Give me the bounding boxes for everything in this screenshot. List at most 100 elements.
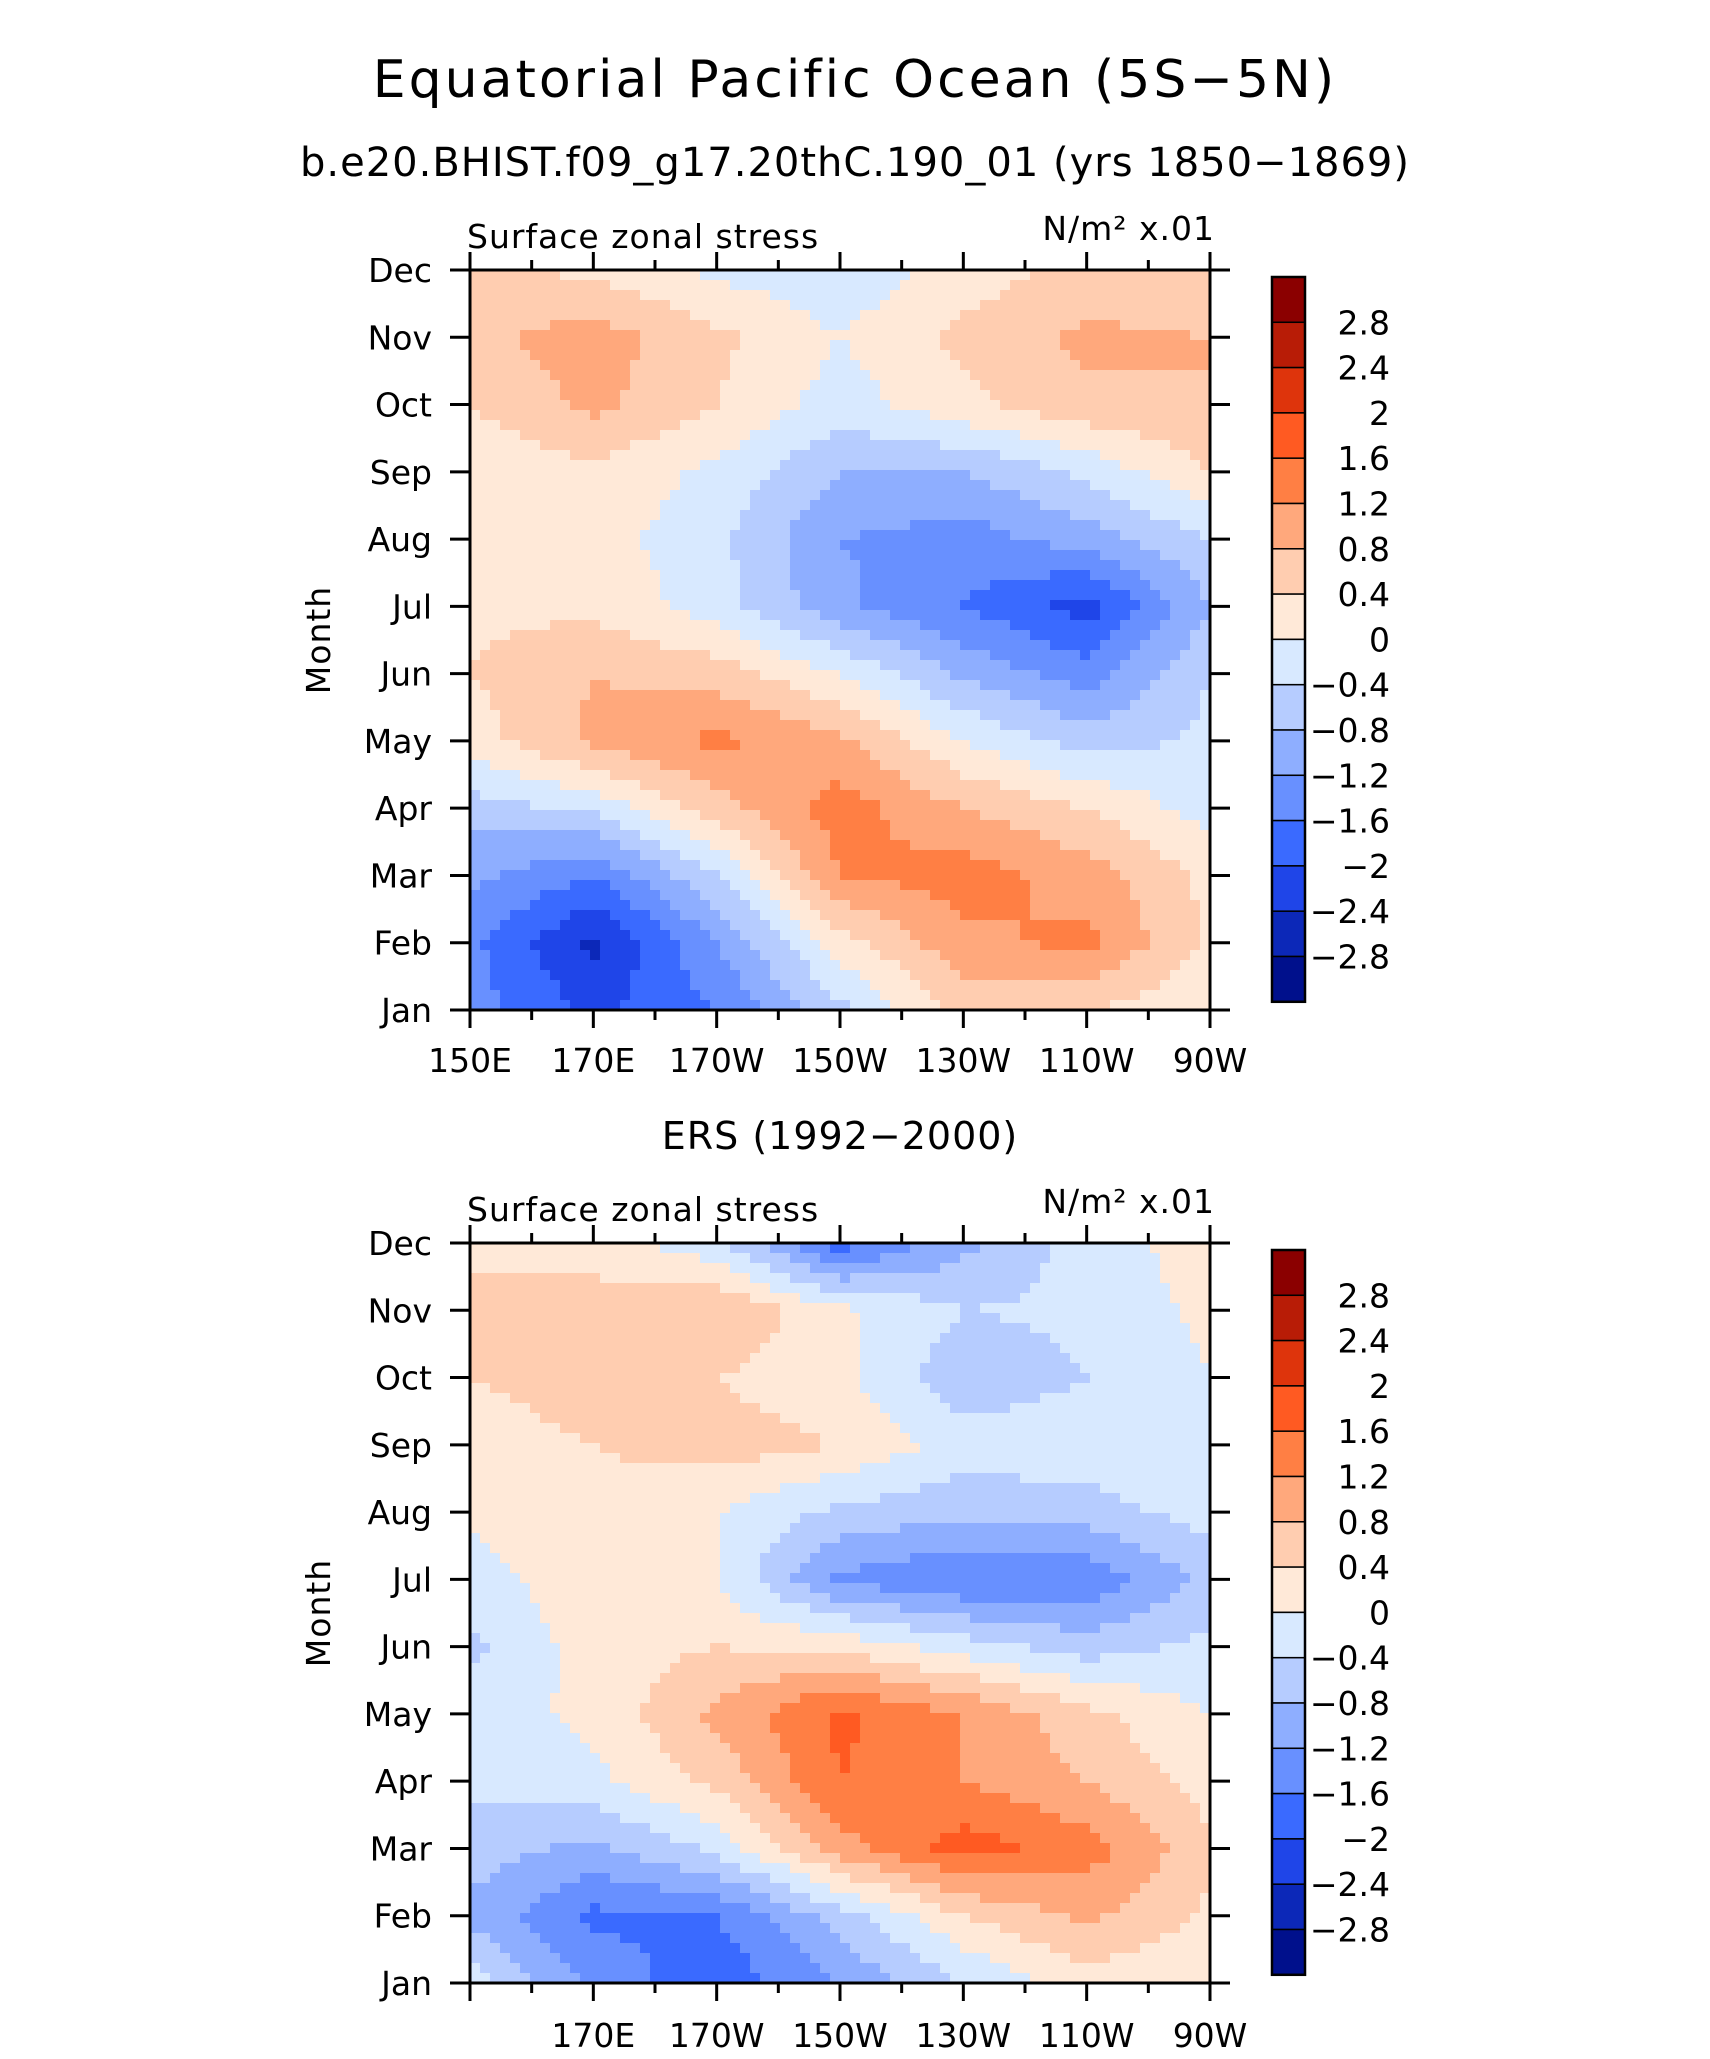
contour-cell — [1120, 660, 1131, 671]
contour-cell — [890, 310, 901, 321]
contour-cell — [540, 440, 551, 451]
contour-cell — [770, 610, 781, 621]
contour-cell — [1190, 620, 1201, 631]
contour-cell — [570, 910, 581, 921]
contour-cell — [1100, 580, 1111, 591]
contour-cell — [650, 280, 661, 291]
contour-cell — [500, 920, 511, 931]
contour-cell — [480, 410, 491, 421]
contour-cell — [810, 310, 821, 321]
contour-cell — [630, 920, 641, 931]
contour-cell — [510, 660, 521, 671]
contour-cell — [570, 450, 581, 461]
contour-cell — [520, 770, 531, 781]
contour-cell — [1020, 900, 1031, 911]
contour-cell — [720, 390, 731, 401]
contour-cell — [500, 770, 511, 781]
contour-cell — [680, 930, 691, 941]
contour-cell — [1000, 310, 1011, 321]
contour-cell — [580, 910, 591, 921]
contour-cell — [550, 650, 561, 661]
contour-cell — [990, 500, 1001, 511]
contour-cell — [920, 460, 931, 471]
contour-cell — [850, 790, 861, 801]
contour-cell — [510, 880, 521, 891]
contour-cell — [490, 310, 501, 321]
contour-cell — [480, 390, 491, 401]
contour-cell — [980, 750, 991, 761]
contour-cell — [1070, 850, 1081, 861]
contour-cell — [970, 880, 981, 891]
contour-cell — [890, 790, 901, 801]
contour-cell — [680, 810, 691, 821]
contour-cell — [970, 770, 981, 781]
contour-cell — [840, 890, 851, 901]
contour-cell — [760, 500, 771, 511]
contour-cell — [750, 470, 761, 481]
contour-cell — [630, 800, 641, 811]
contour-cell — [910, 500, 921, 511]
contour-cell — [1070, 900, 1081, 911]
contour-cell — [610, 860, 621, 871]
contour-cell — [540, 330, 551, 341]
contour-cell — [730, 420, 741, 431]
contour-cell — [590, 340, 601, 351]
contour-cell — [580, 890, 591, 901]
contour-cell — [540, 340, 551, 351]
contour-cell — [1100, 350, 1111, 361]
contour-cell — [520, 410, 531, 421]
contour-cell — [670, 750, 681, 761]
contour-cell — [1130, 840, 1141, 851]
contour-cell — [560, 380, 571, 391]
contour-cell — [690, 600, 701, 611]
contour-cell — [610, 630, 621, 641]
contour-cell — [1090, 510, 1101, 521]
contour-cell — [470, 420, 481, 431]
contour-cell — [1020, 650, 1031, 661]
contour-cell — [760, 690, 771, 701]
contour-cell — [780, 400, 791, 411]
contour-cell — [860, 620, 871, 631]
contour-cell — [1200, 650, 1211, 661]
contour-cell — [570, 690, 581, 701]
contour-cell — [1090, 870, 1101, 881]
contour-cell — [550, 400, 561, 411]
contour-cell — [1190, 570, 1201, 581]
contour-cell — [510, 740, 521, 751]
contour-cell — [520, 830, 531, 841]
contour-cell — [670, 460, 681, 471]
contour-cell — [1180, 350, 1191, 361]
contour-cell — [1200, 550, 1211, 561]
contour-cell — [730, 300, 741, 311]
contour-cell — [1020, 370, 1031, 381]
contour-cell — [1080, 420, 1091, 431]
contour-cell — [1150, 340, 1161, 351]
contour-cell — [520, 270, 531, 281]
contour-cell — [510, 510, 521, 521]
contour-cell — [530, 680, 541, 691]
contour-cell — [660, 610, 671, 621]
contour-cell — [860, 790, 871, 801]
contour-cell — [1050, 770, 1061, 781]
contour-cell — [590, 590, 601, 601]
contour-cell — [940, 660, 951, 671]
contour-cell — [1030, 750, 1041, 761]
contour-cell — [930, 910, 941, 921]
contour-cell — [650, 660, 661, 671]
contour-cell — [900, 840, 911, 851]
contour-cell — [960, 610, 971, 621]
contour-cell — [950, 720, 961, 731]
contour-cell — [770, 450, 781, 461]
contour-cell — [630, 940, 641, 951]
contour-cell — [760, 860, 771, 871]
contour-cell — [1060, 570, 1071, 581]
contour-cell — [1120, 910, 1131, 921]
contour-cell — [970, 400, 981, 411]
contour-cell — [1070, 620, 1081, 631]
contour-cell — [590, 550, 601, 561]
contour-cell — [500, 870, 511, 881]
contour-cell — [970, 500, 981, 511]
contour-cell — [470, 770, 481, 781]
contour-cell — [810, 280, 821, 291]
contour-cell — [1030, 680, 1041, 691]
